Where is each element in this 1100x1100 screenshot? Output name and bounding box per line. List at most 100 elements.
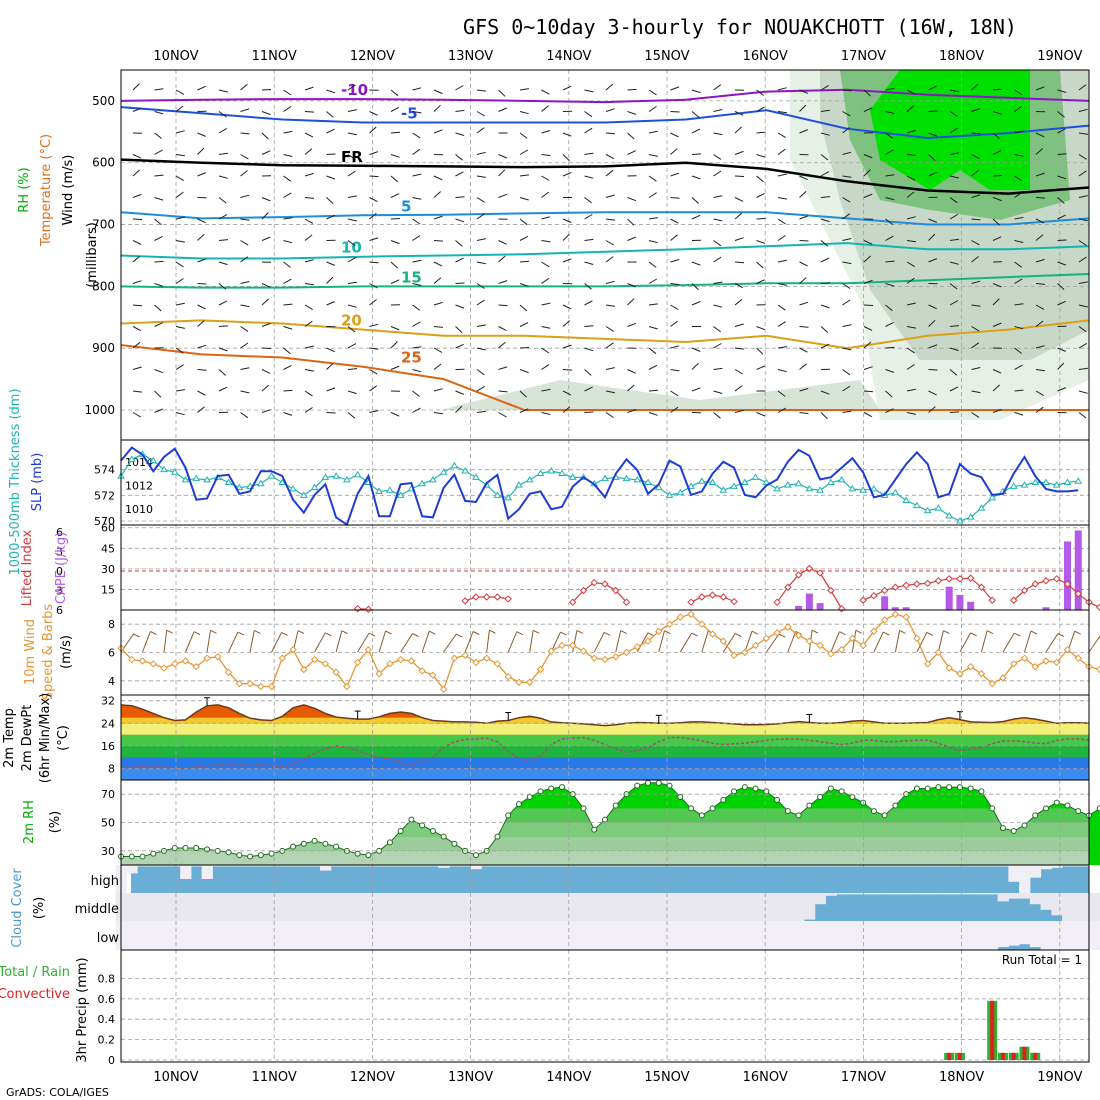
wind-barb [648, 364, 658, 370]
rh-point [472, 852, 479, 859]
wind-barb [842, 324, 852, 327]
wind-barb [648, 217, 658, 220]
wind-barb [347, 256, 356, 263]
cloud-gap [588, 865, 601, 867]
axis-title: CAPE (J/kg) [54, 532, 69, 604]
thickness-point [267, 472, 276, 479]
thickness-point [1009, 482, 1018, 489]
wind-barb [928, 304, 937, 310]
rh-point [193, 845, 200, 851]
wind-barb [498, 412, 507, 418]
wind-speed-point [966, 662, 975, 671]
wind-barb [937, 630, 944, 653]
wind-barb [433, 326, 444, 328]
wind-barb [433, 104, 441, 112]
thickness-point [493, 491, 502, 498]
wind-speed-point [224, 668, 233, 677]
wind-barb [756, 154, 766, 158]
wind-barb [756, 131, 766, 134]
thickness-point [966, 513, 975, 520]
wind-barb [765, 633, 780, 653]
wind-barb [412, 304, 421, 311]
isotherm-label: 15 [401, 268, 422, 286]
wind-barb [197, 234, 205, 241]
rh-point [1064, 802, 1071, 809]
cloud-gap [750, 893, 762, 921]
day-label: 18NOV [939, 1070, 984, 1085]
wind-barb [863, 154, 873, 159]
wind-speed-point [547, 647, 555, 655]
rh-point [268, 850, 275, 857]
wind-barb [369, 385, 378, 392]
wind-barb [691, 153, 702, 155]
wind-barb [326, 128, 335, 134]
wind-barb [443, 633, 457, 653]
wind-barb [175, 364, 184, 370]
wind-barb [261, 89, 272, 91]
wind-barb [777, 283, 787, 286]
wind-barb [713, 412, 721, 419]
wind-barb [476, 89, 486, 92]
rh-point [397, 828, 404, 834]
wind-barb [240, 194, 250, 198]
wind-barb [799, 347, 808, 353]
wind-barb [326, 276, 334, 284]
cloud-gap [212, 921, 224, 950]
wind-barb [648, 303, 658, 306]
cloud-gap [674, 893, 687, 921]
day-label: 10NOV [153, 49, 198, 64]
wind-barb [949, 347, 959, 352]
wind-barb [347, 195, 357, 198]
wind-barb [218, 300, 228, 306]
wind-barb [562, 85, 572, 91]
wind-barb [971, 169, 979, 177]
wind-speed-point [569, 641, 577, 650]
wind-speed-point [300, 665, 308, 674]
wind-barb [980, 630, 988, 653]
cloud-gap [578, 893, 590, 921]
wind-barb [304, 320, 313, 327]
wind-barb [541, 216, 551, 220]
wind-barb [799, 129, 808, 134]
cloud-gap [1008, 893, 1020, 899]
thickness-point [396, 491, 405, 498]
wind-barb [433, 363, 442, 370]
wind-barb [218, 152, 228, 155]
thickness-point [622, 474, 631, 482]
wind-barb [906, 261, 915, 268]
day-label: 13NOV [448, 1070, 493, 1085]
thickness-point [160, 465, 168, 473]
rh-point [1010, 828, 1017, 834]
wind-barb [820, 84, 829, 91]
isotherm-line [120, 88, 1090, 104]
wind-barb [648, 278, 658, 284]
thickness-point [429, 475, 437, 483]
wind-barb [197, 258, 207, 263]
cloud-gap [233, 921, 246, 950]
thickness-point [289, 484, 297, 492]
wind-barb [476, 213, 485, 220]
wind-barb [304, 345, 314, 349]
thickness-point [633, 475, 642, 483]
rh-point [526, 794, 533, 800]
wind-barb [562, 132, 572, 137]
cloud-gap [180, 893, 192, 921]
wind-barb [369, 261, 379, 264]
wind-barb [971, 256, 979, 263]
wind-barb [175, 302, 185, 306]
wind-barb [627, 197, 637, 202]
wind-barb [369, 151, 379, 155]
cloud-gap [782, 921, 794, 950]
wind-barb [433, 129, 443, 134]
y-tick-label: 574 [94, 464, 115, 477]
li-point [1074, 590, 1082, 598]
thickness-point [149, 456, 158, 464]
cloud-gap [685, 893, 697, 921]
wind-barb-flag [516, 631, 524, 636]
wind-barb [132, 280, 142, 284]
wind-barb [476, 111, 486, 117]
wind-speed-point [171, 660, 179, 668]
day-label: 19NOV [1037, 1070, 1082, 1085]
wind-speed-point [741, 648, 749, 657]
cloud-gap [1062, 865, 1074, 867]
